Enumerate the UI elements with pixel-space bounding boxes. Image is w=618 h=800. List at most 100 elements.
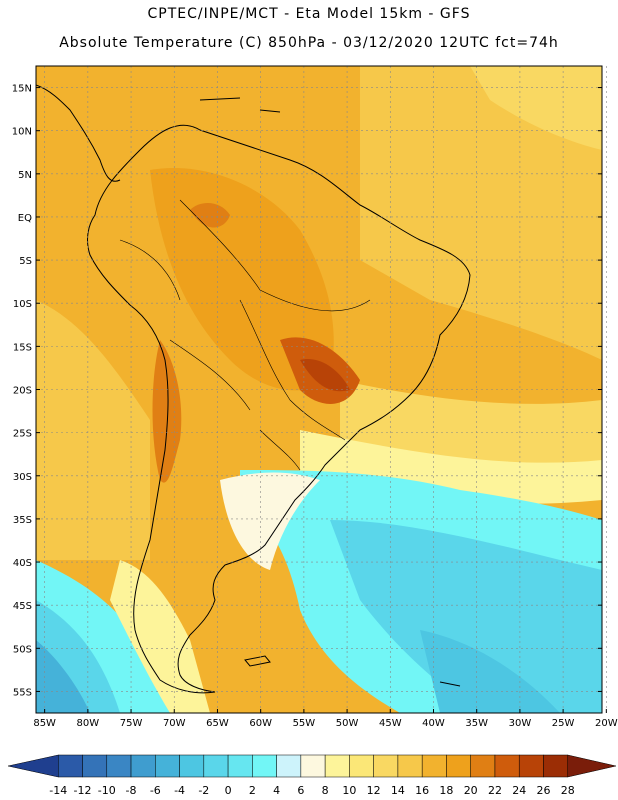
colorbar-label: 16 xyxy=(415,784,429,797)
colorbar-cell xyxy=(300,754,326,778)
map-frame xyxy=(35,65,603,714)
field-hotspot-core xyxy=(300,359,350,392)
colorbar-label: 28 xyxy=(561,784,575,797)
lat-label: EQ xyxy=(18,213,32,224)
colorbar xyxy=(7,754,617,778)
colorbar-cell xyxy=(446,754,471,778)
colorbar-label: -6 xyxy=(150,784,161,797)
lat-label: 40S xyxy=(13,558,32,569)
field-pale-band xyxy=(220,472,320,570)
colorbar-cell xyxy=(567,754,617,778)
lon-label: 20W xyxy=(595,718,618,729)
colorbar-label: 18 xyxy=(439,784,453,797)
map-grid xyxy=(36,66,607,713)
lon-label: 60W xyxy=(249,718,272,729)
colorbar-cell xyxy=(543,754,568,778)
lon-label: 80W xyxy=(77,718,100,729)
colorbar-cell xyxy=(227,754,253,778)
colorbar-label: 2 xyxy=(249,784,256,797)
falkland-islands xyxy=(244,655,271,667)
colorbar-cell xyxy=(324,754,350,778)
colorbar-cell xyxy=(155,754,180,778)
lon-label: 75W xyxy=(120,718,143,729)
colorbar-label: 4 xyxy=(273,784,280,797)
coastlines xyxy=(36,84,471,694)
lat-label: 20S xyxy=(13,386,32,397)
colorbar-cell xyxy=(58,754,83,778)
field-north-ocean-light xyxy=(470,66,602,150)
lon-label: 55W xyxy=(293,718,316,729)
colorbar-label: 10 xyxy=(342,784,356,797)
lon-label: 30W xyxy=(509,718,532,729)
lon-label: 45W xyxy=(379,718,402,729)
country-borders xyxy=(119,199,371,471)
colorbar-label: 24 xyxy=(512,784,526,797)
colorbar-cell xyxy=(349,754,374,778)
lat-label: 15N xyxy=(12,84,32,95)
colorbar-cell xyxy=(130,754,156,778)
colorbar-cell xyxy=(373,754,399,778)
longitude-labels: 85W 80W 75W 70W 65W 60W 55W 50W 45W 40W 35W 30W 25W 2… xyxy=(33,718,617,729)
lon-label: 85W xyxy=(33,718,56,729)
border-brazil-north xyxy=(179,199,371,312)
lat-label: 10S xyxy=(13,299,32,310)
latitude-labels: 15N 10N 5N EQ 5S 10S 15S 20S 25S 30S 35S 40S 45S 50S 5… xyxy=(12,84,32,699)
colorbar-label: -2 xyxy=(198,784,209,797)
colorbar-label: 26 xyxy=(536,784,550,797)
colorbar-cell xyxy=(203,754,229,778)
lon-label: 70W xyxy=(163,718,186,729)
south-america-outline xyxy=(87,124,471,694)
lat-label: 10N xyxy=(12,127,32,138)
field-south-pacific-deeper xyxy=(36,640,90,713)
colorbar-label: 20 xyxy=(464,784,478,797)
map-title: CPTEC/INPE/MCT - Eta Model 15km - GFS xyxy=(147,6,471,22)
colorbar-cell xyxy=(494,754,520,778)
colorbar-cell xyxy=(470,754,496,778)
colorbar-label: -14 xyxy=(49,784,67,797)
lat-label: 45S xyxy=(13,601,32,612)
lat-label: 35S xyxy=(13,515,32,526)
colorbar-label: -12 xyxy=(74,784,92,797)
colorbar-labels: -14 -12 -10 -8 -6 -4 -2 0 2 4 6 8 10 12 14 16 18 20 22 24 26… xyxy=(49,784,574,797)
lat-label: 15S xyxy=(13,342,32,353)
field-pacific-band xyxy=(36,300,150,560)
lat-label: 5N xyxy=(18,170,32,181)
lat-label: 5S xyxy=(19,256,32,267)
field-cold-deeper xyxy=(420,630,560,713)
lat-label: 30S xyxy=(13,472,32,483)
lon-label: 25W xyxy=(552,718,575,729)
colorbar-cell xyxy=(397,754,423,778)
lon-label: 50W xyxy=(336,718,359,729)
colorbar-cell xyxy=(276,754,302,778)
colorbar-label: 14 xyxy=(391,784,405,797)
border-bolivia xyxy=(169,339,251,411)
caribbean-islands xyxy=(199,97,281,113)
lat-label: 50S xyxy=(13,644,32,655)
colorbar-cell xyxy=(106,754,132,778)
lon-label: 65W xyxy=(206,718,229,729)
colorbar-label: -10 xyxy=(98,784,116,797)
south-georgia xyxy=(439,681,461,687)
lon-label: 40W xyxy=(422,718,445,729)
colorbar-cell xyxy=(421,754,447,778)
colorbar-label: 12 xyxy=(367,784,381,797)
colorbar-label: 8 xyxy=(322,784,329,797)
colorbar-cell xyxy=(179,754,205,778)
border-argentina xyxy=(259,429,301,471)
lat-label: 55S xyxy=(13,687,32,698)
map-subtitle: Absolute Temperature (C) 850hPa - 03/12/… xyxy=(59,35,559,51)
lat-label: 25S xyxy=(13,429,32,440)
colorbar-cell xyxy=(82,754,108,778)
colorbar-cell xyxy=(252,754,277,778)
colorbar-label: -8 xyxy=(126,784,137,797)
colorbar-cell xyxy=(7,754,59,778)
field-cold-deep xyxy=(330,520,602,713)
border-brazil-west xyxy=(239,299,346,441)
field-amazon-warm xyxy=(150,168,334,391)
lon-label: 35W xyxy=(465,718,488,729)
colorbar-cell xyxy=(518,754,544,778)
field-north-ocean xyxy=(360,66,602,360)
colorbar-label: -4 xyxy=(174,784,185,797)
central-america-outline xyxy=(36,84,121,182)
